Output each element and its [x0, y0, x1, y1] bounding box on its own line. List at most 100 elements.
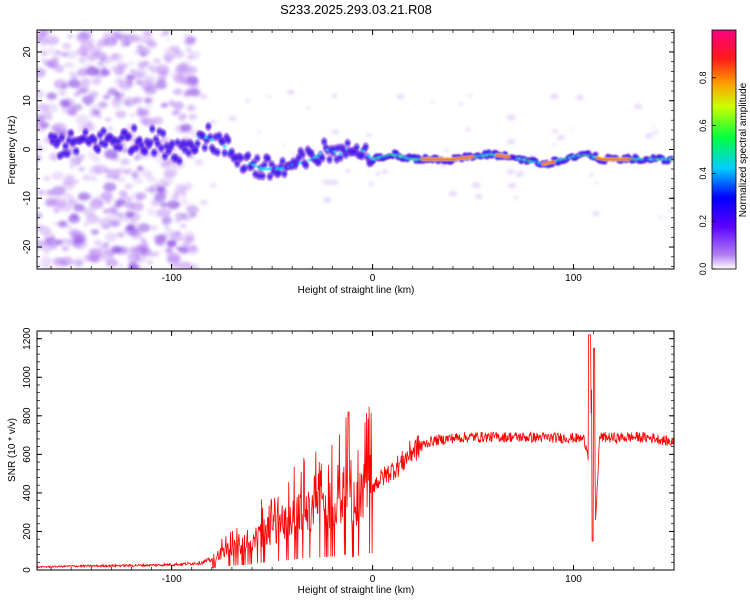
- spectrogram-noise-blob: [121, 147, 129, 153]
- spectrogram-noise-blob: [91, 155, 101, 163]
- spectrogram-noise-blob: [465, 127, 471, 132]
- spectrogram-noise-blob: [39, 48, 45, 52]
- spectrogram-noise-blob: [132, 174, 138, 179]
- spectrogram-ridge-blob: [269, 162, 274, 167]
- spectrogram-y-tick-label: 10: [22, 95, 33, 107]
- spectrogram-hot-blob: [626, 158, 631, 161]
- spectrogram-noise-blob: [186, 54, 195, 61]
- spectrogram-noise-blob: [507, 182, 516, 189]
- spectrogram-noise-blob: [146, 207, 159, 217]
- spectrogram-noise-blob: [118, 80, 133, 90]
- spectrogram-noise-blob: [142, 30, 153, 37]
- spectrogram-noise-blob: [54, 239, 63, 246]
- spectrogram-noise-blob: [168, 101, 175, 106]
- spectrogram-noise-blob: [105, 232, 118, 242]
- spectrogram-noise-blob: [367, 181, 374, 186]
- spectrogram-ridge-blob: [74, 149, 79, 154]
- spectrogram-noise-blob: [75, 153, 86, 161]
- spectrogram-ridge-blob: [215, 150, 220, 155]
- spectrogram-noise-blob: [144, 188, 151, 193]
- spectrogram-noise-blob: [153, 58, 162, 64]
- spectrogram-noise-blob: [645, 133, 654, 139]
- spectrogram-ridge-blob: [394, 150, 399, 155]
- spectrogram-noise-blob: [124, 183, 133, 190]
- spectrogram-noise-blob: [76, 83, 90, 94]
- spectrogram-noise-blob: [67, 34, 74, 39]
- spectrogram-noise-blob: [104, 175, 111, 180]
- spectrogram-noise-blob: [165, 223, 170, 228]
- spectrogram-noise-blob: [162, 30, 170, 36]
- spectrogram-ridge-blob: [202, 145, 207, 150]
- spectrogram-ridge-blob: [593, 152, 598, 157]
- spectrogram-ridge-blob: [238, 155, 244, 160]
- spectrogram-ridge-blob: [159, 145, 164, 150]
- spectrogram-ridge-blob: [155, 141, 160, 146]
- spectrogram-noise-blob: [118, 195, 133, 206]
- spectrogram-noise-blob: [45, 189, 55, 196]
- spectrogram-noise-blob: [61, 245, 70, 252]
- spectrogram-noise-blob: [149, 185, 155, 189]
- spectrogram-ridge-blob: [132, 126, 137, 131]
- spectrogram-noise-blob: [127, 263, 140, 269]
- spectrogram-noise-blob: [37, 212, 43, 220]
- spectrogram-noise-blob: [178, 261, 191, 269]
- spectrogram-noise-blob: [79, 30, 93, 40]
- spectrogram-noise-blob: [154, 80, 167, 90]
- snr-y-tick-label: 600: [22, 446, 33, 463]
- snr-x-tick-label: -100: [162, 574, 182, 585]
- spectrogram-noise-blob: [131, 70, 145, 80]
- spectrogram-noise-blob: [86, 193, 92, 197]
- spectrogram-noise-blob: [467, 93, 473, 97]
- spectrogram-noise-blob: [41, 52, 47, 56]
- spectrogram-ridge-blob: [193, 147, 198, 152]
- spectrogram-noise-blob: [78, 166, 85, 172]
- spectrogram-noise-blob: [551, 143, 557, 147]
- spectrogram-y-tick-label: 20: [22, 46, 33, 58]
- spectrogram-noise-blob: [100, 69, 111, 77]
- spectrogram-ridge-blob: [83, 130, 88, 135]
- spectrogram-noise-blob: [124, 225, 138, 236]
- spectrogram-noise-blob: [146, 260, 154, 266]
- spectrogram-noise-blob: [157, 207, 171, 218]
- spectrogram-noise-blob: [40, 58, 46, 62]
- spectrogram-ridge-core: [367, 154, 372, 158]
- spectrogram-noise-blob: [45, 197, 57, 206]
- spectrogram-noise-blob: [210, 183, 217, 188]
- spectrogram-noise-blob: [169, 45, 181, 54]
- snr-y-tick-label: 800: [22, 407, 33, 424]
- snr-x-ticks: -100 0 100: [50, 331, 675, 585]
- spectrogram-noise-blob: [62, 192, 74, 202]
- spectrogram-y-tick-label: -10: [22, 191, 33, 206]
- spectrogram-noise-blob: [189, 246, 195, 251]
- spectrogram-noise-blob: [68, 70, 77, 77]
- spectrogram-noise-blob: [133, 155, 141, 161]
- spectrogram-noise-blob: [52, 122, 67, 133]
- spectrogram-noise-blob: [57, 220, 68, 228]
- spectrogram-x-tick-label: 100: [565, 273, 582, 284]
- spectrogram-ridge-blob: [280, 159, 285, 164]
- colorbar-tick-label: 0.2: [698, 215, 708, 228]
- colorbar-tick-label: 0.0: [698, 263, 708, 276]
- spectrogram-noise-blob: [166, 239, 177, 248]
- spectrogram-noise-blob: [73, 203, 85, 212]
- spectrogram-x-tick-label: 0: [370, 273, 376, 284]
- spectrogram-noise-blob: [102, 242, 110, 248]
- spectrogram-noise-blob: [374, 171, 381, 176]
- spectrogram-hot-blob: [470, 155, 474, 158]
- spectrogram-noise-blob: [228, 116, 237, 122]
- spectrogram-noise-blob: [180, 198, 188, 204]
- spectrogram-noise-blob: [146, 175, 156, 182]
- spectrogram-noise-blob: [88, 165, 103, 176]
- spectrogram-noise-blob: [108, 126, 113, 130]
- spectrogram-noise-blob: [111, 100, 117, 104]
- spectrogram-noise-blob: [58, 89, 67, 96]
- spectrogram-noise-blob: [104, 117, 112, 123]
- spectrogram-noise-blob: [322, 197, 332, 203]
- spectrogram-noise-blob: [51, 171, 65, 181]
- spectrogram-noise-blob: [515, 171, 525, 177]
- spectrogram-noise-blob: [85, 102, 91, 106]
- spectrogram-noise-blob: [43, 175, 51, 182]
- spectrogram-noise-blob: [156, 75, 167, 83]
- spectrogram-noise-blob: [150, 225, 158, 231]
- spectrogram-noise-blob: [61, 42, 72, 50]
